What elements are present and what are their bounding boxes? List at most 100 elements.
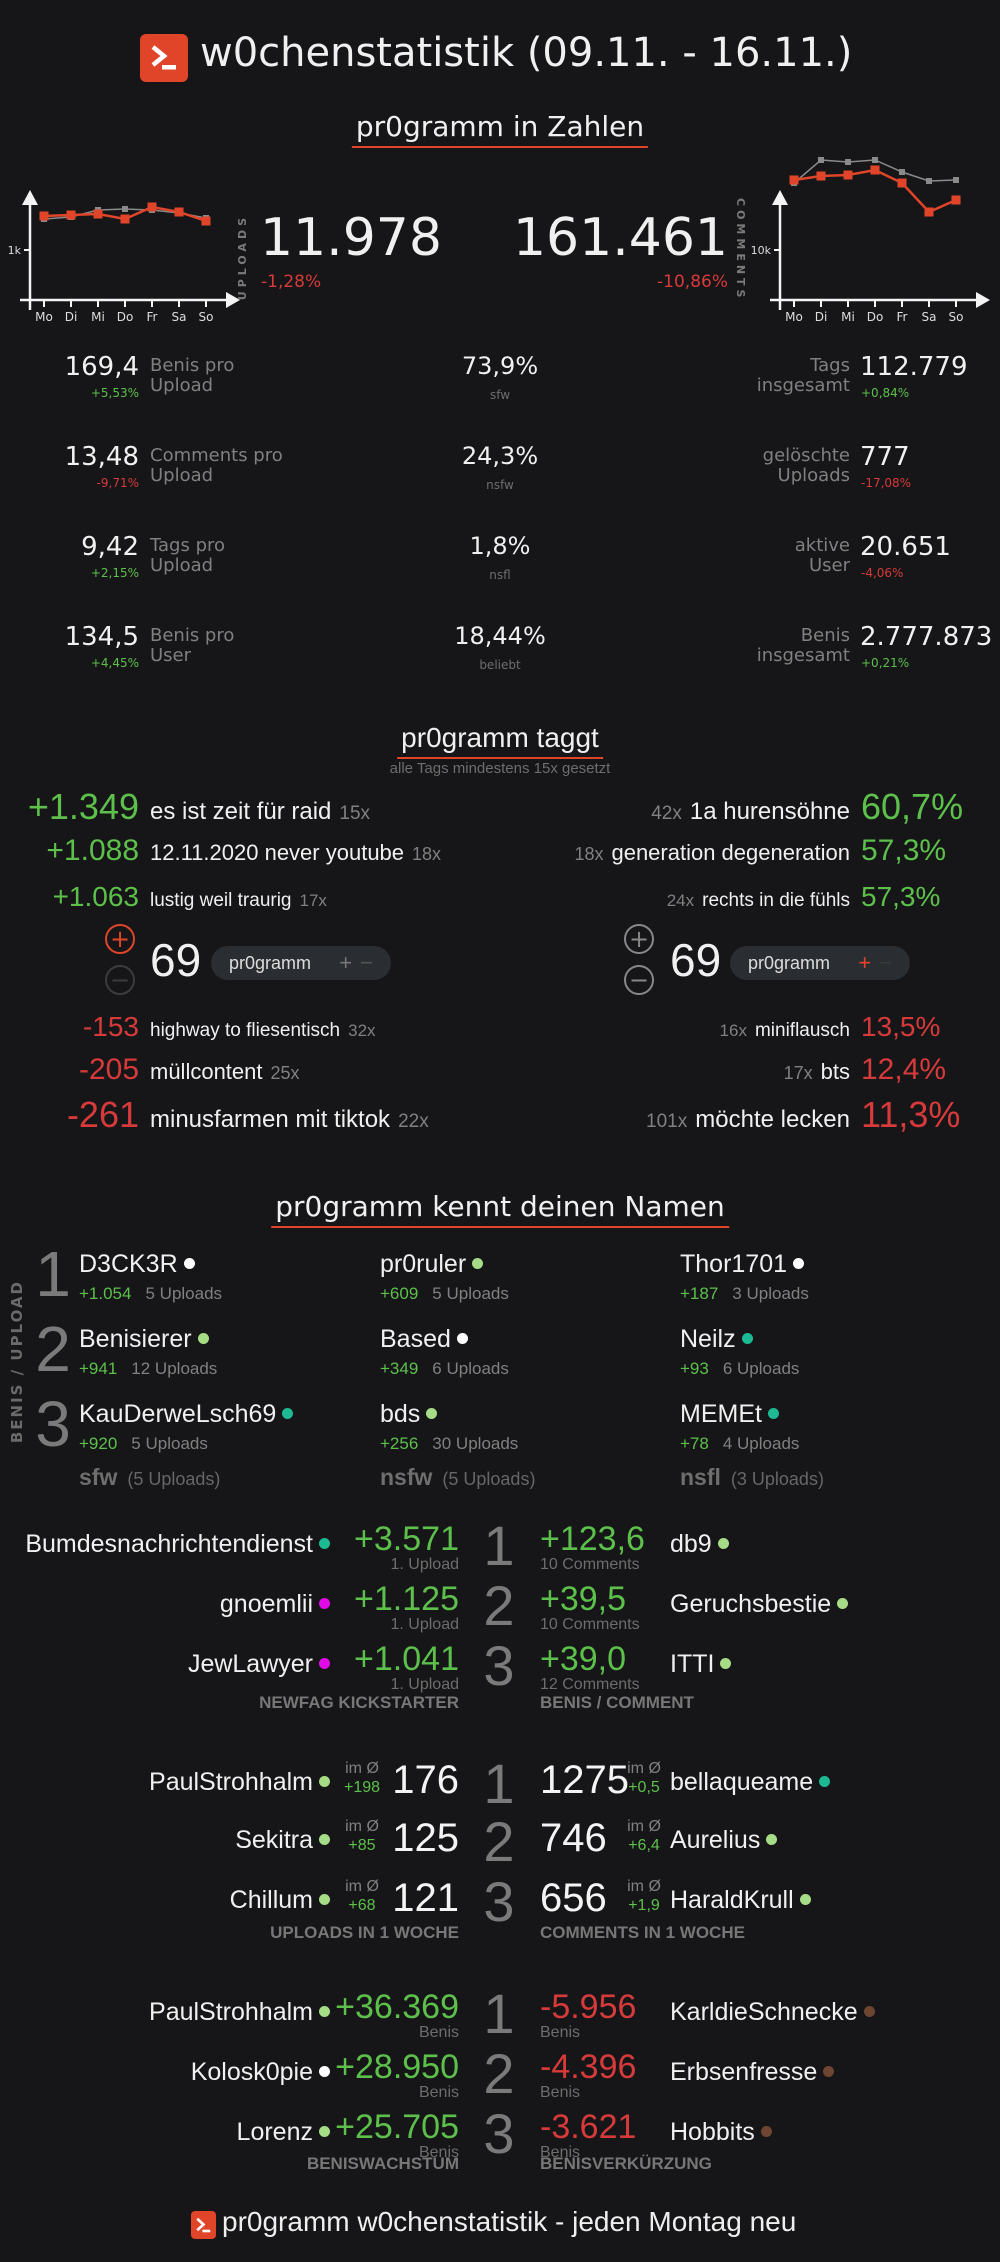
benis-upload-label: BENIS / UPLOAD bbox=[8, 1280, 26, 1444]
upvote-icon[interactable]: + bbox=[105, 924, 135, 954]
tag-ratio: 12,4% bbox=[861, 1053, 947, 1087]
user-rank-dot-icon bbox=[319, 1833, 330, 1845]
category-count: (5 Uploads) bbox=[442, 1469, 536, 1489]
user-name[interactable]: MEMEt bbox=[680, 1400, 779, 1429]
tag-name[interactable]: müllcontent bbox=[150, 1059, 263, 1085]
user-stats: +1.054 5 Uploads bbox=[79, 1284, 222, 1304]
user-name[interactable]: Bumdesnachrichtendienst bbox=[25, 1530, 330, 1559]
y-axis-arrow-icon bbox=[22, 190, 38, 205]
tag-name[interactable]: 1a hurensöhne bbox=[689, 797, 850, 825]
tag-name[interactable]: miniflausch bbox=[754, 1019, 850, 1041]
tag-ratio: 60,7% bbox=[861, 785, 964, 827]
stat-label: aktive bbox=[794, 535, 850, 556]
user-score: +123,6 bbox=[540, 1520, 645, 1558]
tag-name[interactable]: highway to fliesentisch bbox=[150, 1019, 341, 1041]
tag-name[interactable]: rechts in die fühls bbox=[702, 889, 850, 911]
data-point bbox=[818, 157, 824, 163]
user-name[interactable]: Hobbits bbox=[670, 2118, 772, 2147]
user-name[interactable]: gnoemlii bbox=[220, 1590, 330, 1619]
section-title-names: pr0gramm kennt deinen Namen bbox=[271, 1190, 729, 1228]
user-score: +28.950 bbox=[335, 2048, 459, 2086]
stat-change: +2,15% bbox=[90, 566, 139, 580]
data-point bbox=[201, 216, 211, 226]
data-point bbox=[93, 209, 103, 219]
data-point bbox=[147, 202, 157, 212]
x-axis-arrow-icon bbox=[976, 292, 990, 308]
user-name[interactable]: Thor1701 bbox=[680, 1250, 805, 1279]
user-name[interactable]: JewLawyer bbox=[188, 1650, 330, 1679]
downvote-icon[interactable]: − bbox=[105, 965, 135, 995]
board-label: BENIS / COMMENT bbox=[540, 1693, 694, 1712]
tag-pill[interactable]: pr0gramm + − bbox=[211, 946, 391, 980]
tag-name[interactable]: möchte lecken bbox=[695, 1105, 850, 1133]
user-name[interactable]: PaulStrohhalm bbox=[149, 1768, 330, 1797]
user-count: 746 bbox=[540, 1816, 607, 1860]
downvote-icon[interactable]: − bbox=[624, 965, 654, 995]
user-name[interactable]: Sekitra bbox=[235, 1826, 330, 1855]
tag-count: 17x bbox=[783, 1063, 813, 1084]
score-subtext: 10 Comments bbox=[540, 1556, 640, 1573]
user-name-text: bellaqueame bbox=[670, 1768, 814, 1796]
user-name[interactable]: Aurelius bbox=[670, 1826, 778, 1855]
user-count: 1275 bbox=[540, 1758, 629, 1802]
user-uploads: 4 Uploads bbox=[722, 1434, 800, 1453]
user-benis: +256 bbox=[380, 1434, 419, 1453]
user-uploads: 6 Uploads bbox=[722, 1359, 800, 1378]
tag-downvote-icon[interactable]: − bbox=[879, 950, 892, 975]
user-name[interactable]: bds bbox=[380, 1400, 438, 1429]
user-name[interactable]: KauDerweLsch69 bbox=[79, 1400, 294, 1429]
user-name[interactable]: KarldieSchnecke bbox=[670, 1998, 875, 2027]
user-name[interactable]: ITTI bbox=[670, 1650, 732, 1679]
user-name[interactable]: bellaqueame bbox=[670, 1768, 831, 1797]
tag-benis: -205 bbox=[78, 1053, 139, 1087]
user-name[interactable]: Chillum bbox=[230, 1886, 330, 1915]
tag-upvote-icon[interactable]: + bbox=[858, 950, 872, 975]
data-point bbox=[789, 175, 799, 185]
tag-name[interactable]: bts bbox=[820, 1059, 850, 1085]
user-name[interactable]: db9 bbox=[670, 1530, 729, 1559]
user-name[interactable]: Erbsenfresse bbox=[670, 2058, 835, 2087]
tag-name[interactable]: lustig weil traurig bbox=[150, 889, 292, 911]
stat-change: +0,21% bbox=[861, 656, 910, 670]
stat-label: Comments pro bbox=[150, 445, 283, 466]
tag-downvote-icon[interactable]: − bbox=[360, 950, 373, 975]
user-rank-dot-icon bbox=[319, 1657, 330, 1669]
user-name-text: Hobbits bbox=[670, 2118, 755, 2146]
tag-pill[interactable]: pr0gramm + − bbox=[730, 946, 910, 980]
stat-value: 20.651 bbox=[860, 532, 951, 562]
comments-change: -10,86% bbox=[657, 272, 728, 292]
user-name-text: Sekitra bbox=[235, 1826, 313, 1854]
category-count: (3 Uploads) bbox=[730, 1469, 824, 1489]
user-name[interactable]: Neilz bbox=[680, 1325, 753, 1354]
tag-name[interactable]: es ist zeit für raid bbox=[150, 797, 332, 825]
tag-row: +1.088 12.11.2020 never youtube 18x bbox=[0, 834, 500, 868]
tag-name[interactable]: generation degeneration bbox=[611, 840, 850, 866]
taggt-subtitle: alle Tags mindestens 15x gesetzt bbox=[389, 760, 611, 777]
tag-name[interactable]: 12.11.2020 never youtube bbox=[150, 840, 405, 866]
user-name-text: Chillum bbox=[229, 1886, 313, 1914]
user-rank-dot-icon bbox=[863, 2005, 875, 2017]
user-name[interactable]: pr0ruler bbox=[380, 1250, 484, 1279]
pr0gramm-logo-icon bbox=[191, 2211, 216, 2239]
vote-score: 69 bbox=[150, 934, 202, 986]
stat-value: 73,9% bbox=[461, 352, 539, 380]
tag-name[interactable]: minusfarmen mit tiktok bbox=[150, 1105, 391, 1133]
data-point bbox=[816, 171, 826, 181]
user-name[interactable]: Lorenz bbox=[237, 2118, 330, 2147]
tag-upvote-icon[interactable]: + bbox=[339, 950, 353, 975]
rank-number: 1 bbox=[35, 1238, 71, 1310]
user-name[interactable]: Geruchsbestie bbox=[670, 1590, 849, 1619]
user-name-text: Neilz bbox=[680, 1325, 736, 1353]
stat-change: +0,84% bbox=[861, 386, 910, 400]
data-point bbox=[120, 214, 130, 224]
user-name[interactable]: D3CK3R bbox=[79, 1250, 195, 1279]
user-name[interactable]: HaraldKrull bbox=[670, 1886, 811, 1915]
uploads-change: -1,28% bbox=[261, 272, 322, 292]
user-name[interactable]: Kolosk0pie bbox=[191, 2058, 330, 2087]
stat-label: User bbox=[150, 645, 192, 666]
user-name-text: PaulStrohhalm bbox=[149, 1998, 313, 2026]
user-name[interactable]: Benisierer bbox=[79, 1325, 209, 1354]
upvote-icon[interactable]: + bbox=[624, 924, 654, 954]
user-name[interactable]: PaulStrohhalm bbox=[149, 1998, 330, 2027]
user-name[interactable]: Based bbox=[380, 1325, 468, 1354]
